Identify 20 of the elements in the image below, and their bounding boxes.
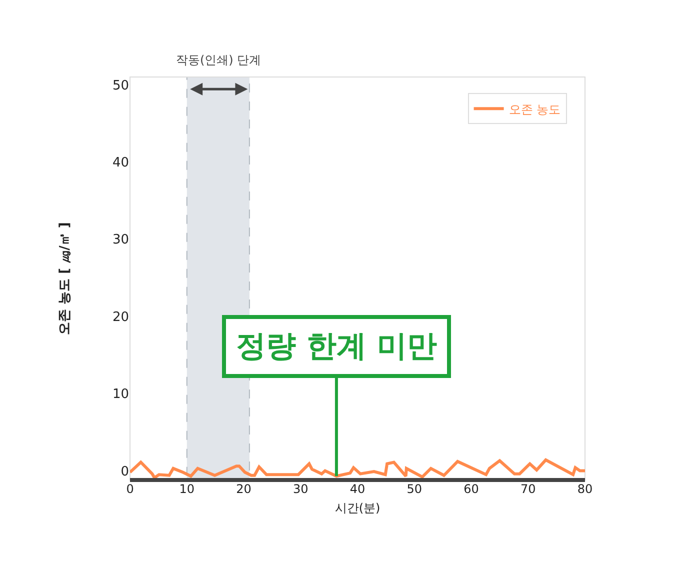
line-series [130, 458, 585, 480]
y-tick-label: 30 [112, 232, 129, 248]
x-tick-label: 40 [350, 482, 366, 496]
band-label: 작동(인쇄) 단계 [176, 53, 262, 67]
x-tick-label: 80 [577, 482, 593, 496]
y-tick-label: 0 [120, 464, 129, 480]
x-tick-label: 70 [520, 482, 536, 496]
x-axis-title: 시간(분) [334, 500, 380, 515]
y-tick-label: 40 [112, 155, 129, 170]
x-tick-label: 60 [464, 482, 479, 496]
y-tick-label: 50 [112, 78, 129, 94]
y-tick-label: 20 [112, 310, 129, 325]
y-tick-label: 10 [112, 387, 129, 402]
y-axis-title: 오존 농도 [ ㎍/㎥ ] [57, 222, 72, 335]
legend-label: 오존 농도 [508, 102, 561, 116]
x-tick-label: 10 [179, 482, 195, 496]
x-tick-label: 20 [236, 482, 252, 496]
x-tick-label: 30 [292, 482, 308, 496]
x-tick-label: 50 [406, 482, 422, 496]
annotation: 정량 한계 미만 [236, 329, 437, 364]
